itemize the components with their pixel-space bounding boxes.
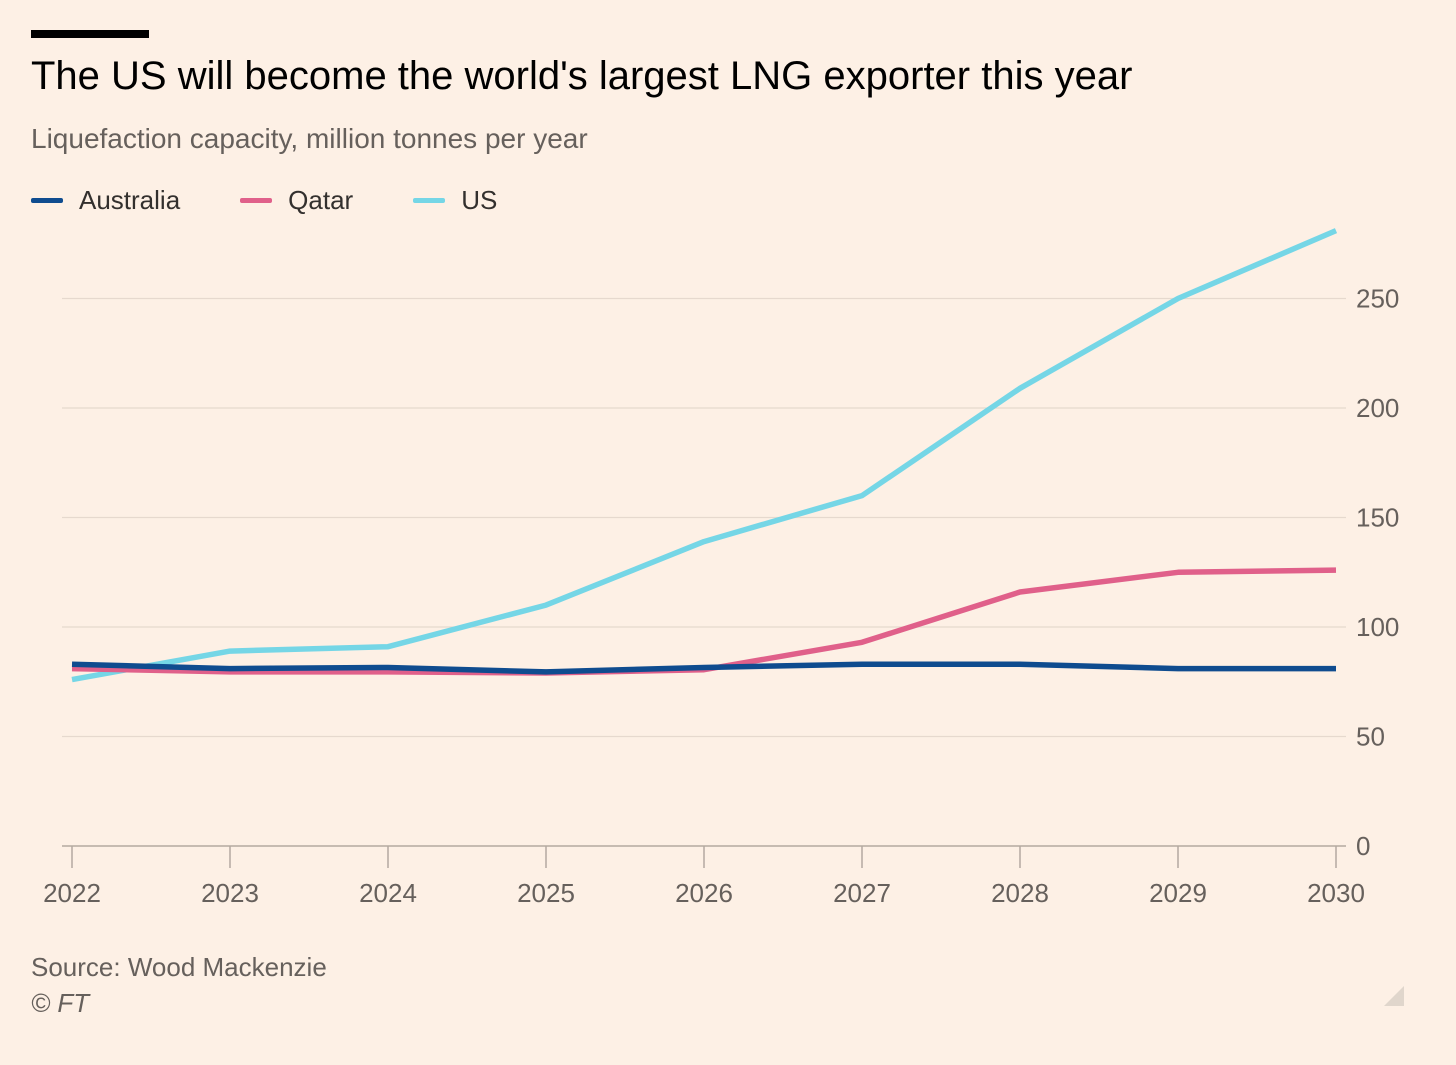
y-tick-label: 250: [1356, 284, 1399, 314]
legend-label-australia: Australia: [79, 184, 181, 215]
header-rule: [31, 30, 149, 38]
legend-item-us: US: [413, 185, 497, 216]
x-tick-label: 2030: [1307, 878, 1365, 908]
legend-label-us: US: [461, 184, 498, 215]
legend-swatch-qatar: [240, 197, 273, 203]
y-tick-label: 150: [1356, 503, 1399, 533]
legend: Australia Qatar US: [31, 183, 557, 217]
legend-label-qatar: Qatar: [288, 184, 354, 215]
x-tick-label: 2028: [991, 878, 1049, 908]
copyright-note: © FT: [31, 988, 90, 1018]
legend-swatch-us: [413, 197, 446, 203]
series-line-us: [71, 228, 1338, 683]
resize-handle-icon[interactable]: [1384, 986, 1404, 1006]
y-tick-label: 0: [1356, 831, 1370, 861]
y-tick-label: 200: [1356, 393, 1399, 423]
source-note: Source: Wood Mackenzie: [31, 952, 327, 982]
y-tick-label: 100: [1356, 612, 1399, 642]
chart-title: The US will become the world's largest L…: [31, 54, 1133, 98]
x-tick-label: 2025: [517, 878, 575, 908]
line-chart: 0 50 100 150 200 250 2022 2023 2024 2025 2026 2027 2…: [43, 228, 1399, 908]
x-tick-label: 2027: [833, 878, 891, 908]
x-tick-label: 2023: [201, 878, 259, 908]
x-tick-label: 2022: [43, 878, 101, 908]
x-tick-label: 2029: [1149, 878, 1207, 908]
legend-swatch-australia: [31, 197, 63, 203]
series-line-australia: [71, 661, 1336, 675]
x-tick-label: 2024: [359, 878, 417, 908]
legend-item-australia: Australia: [31, 185, 180, 216]
legend-item-qatar: Qatar: [240, 185, 353, 216]
chart-subtitle: Liquefaction capacity, million tonnes pe…: [31, 123, 588, 154]
x-tick-label: 2026: [675, 878, 733, 908]
y-tick-label: 50: [1356, 722, 1385, 752]
series-line-qatar: [71, 567, 1337, 676]
